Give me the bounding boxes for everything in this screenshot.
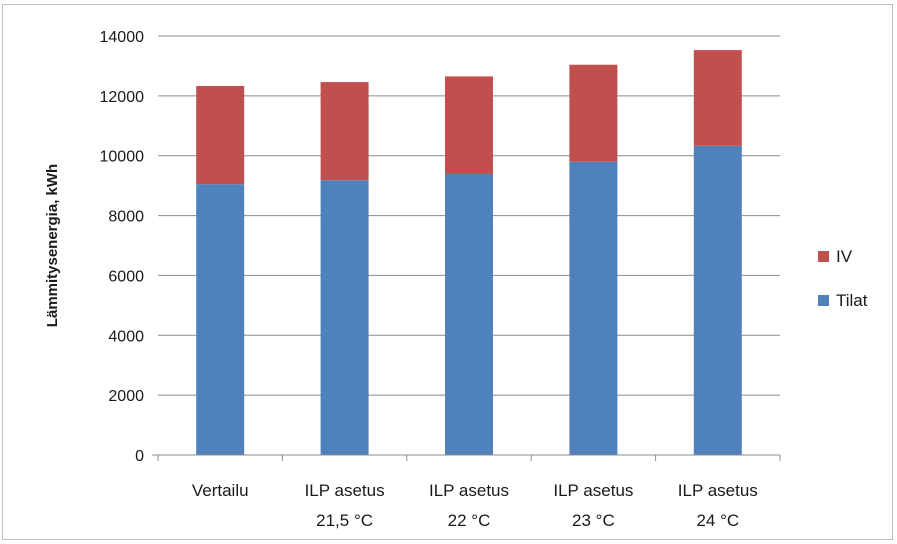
x-tick-label: ILP asetus: [678, 481, 758, 500]
y-tick-labels: 0 2000 4000 6000 8000 10000 12000 14000: [100, 29, 145, 465]
bars: [196, 50, 742, 456]
bar-segment-iv: [693, 50, 742, 146]
x-tick-label: ILP asetus: [305, 481, 385, 500]
bar-segment-tilat: [320, 180, 369, 455]
bar-segment-tilat: [445, 173, 493, 456]
legend-label-iv: IV: [836, 247, 853, 266]
y-tick-label: 8000: [108, 209, 144, 226]
bar-segment-tilat: [693, 145, 742, 455]
bar-segment-tilat: [196, 184, 245, 455]
y-tick-label: 12000: [100, 89, 145, 106]
x-tick-label: ILP asetus: [553, 481, 633, 500]
x-tick-label: 23 °C: [572, 511, 615, 530]
legend-swatch-tilat: [818, 295, 829, 306]
y-tick-label: 2000: [108, 388, 144, 405]
x-tick-label: ILP asetus: [429, 481, 509, 500]
bar-segment-tilat: [569, 161, 618, 455]
bar-segment-iv: [196, 85, 245, 185]
bar-segment-iv: [445, 76, 493, 174]
x-tick-label: 21,5 °C: [316, 511, 373, 530]
legend-label-tilat: Tilat: [836, 291, 868, 310]
y-axis-label: Lämmitysenergia, kWh: [44, 164, 61, 327]
x-tick-labels: Vertailu ILP asetus 21,5 °C ILP asetus 22 °C…: [157, 455, 781, 530]
x-tick-label: 22 °C: [448, 511, 491, 530]
bar-segment-iv: [569, 64, 618, 162]
y-tick-label: 10000: [100, 149, 145, 166]
x-tick-label: 24 °C: [696, 511, 739, 530]
bar-segment-iv: [320, 82, 369, 181]
y-tick-label: 14000: [100, 29, 145, 46]
legend: IV Tilat: [818, 247, 868, 310]
legend-swatch-iv: [818, 251, 829, 262]
y-tick-label: 6000: [108, 268, 144, 285]
y-tick-label: 0: [135, 448, 144, 465]
x-tick-label: Vertailu: [192, 481, 249, 500]
y-tick-label: 4000: [108, 328, 144, 345]
